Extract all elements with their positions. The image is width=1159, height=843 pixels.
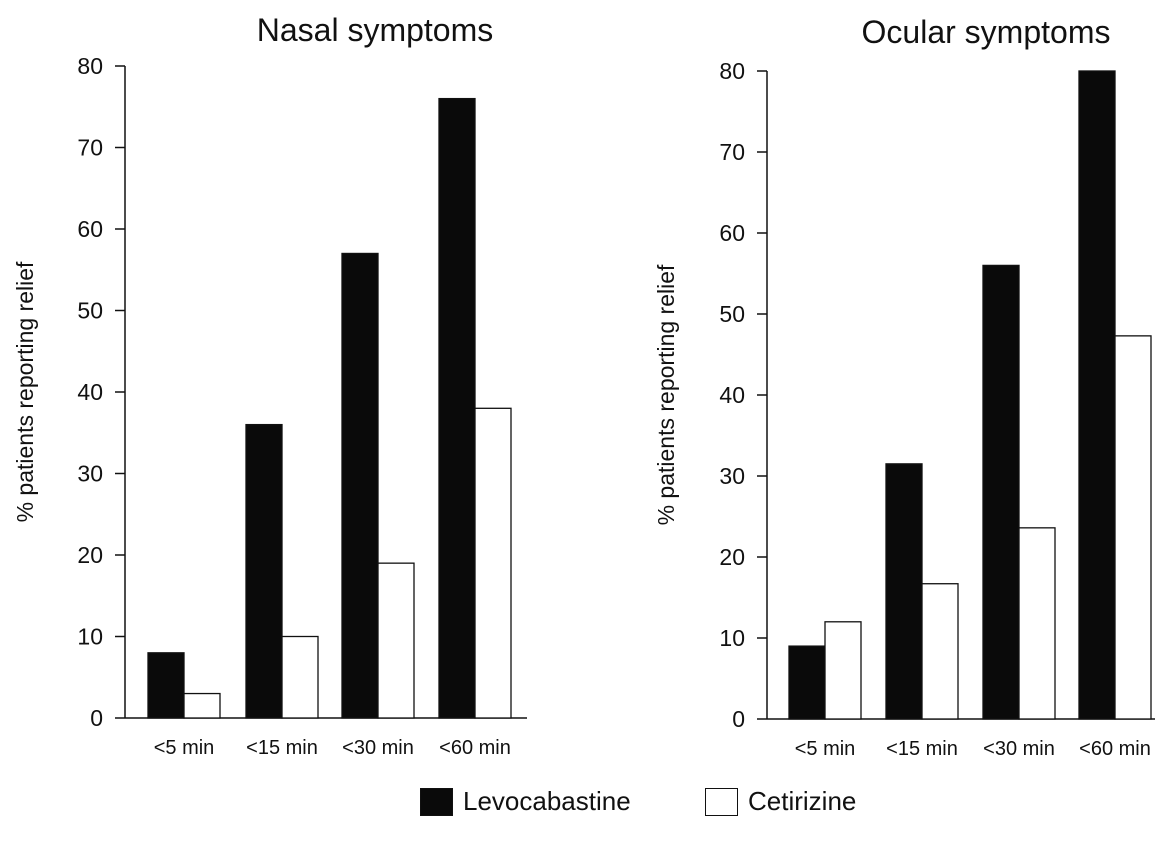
chart2-x-tick-label: <15 min — [886, 738, 958, 760]
chart2-y-tick-label: 0 — [732, 706, 745, 732]
chart2-bar-cetirizine — [824, 621, 862, 720]
chart1-bar-levocabastine — [341, 252, 379, 719]
chart1-bar-cetirizine — [183, 692, 221, 719]
chart1-bar-levocabastine — [147, 652, 185, 719]
legend-label-cetirizine: Cetirizine — [748, 786, 857, 816]
chart1-y-tick-label: 0 — [90, 705, 103, 731]
chart2-bar-levocabastine — [788, 645, 826, 720]
chart2-y-tick-label: 40 — [719, 382, 745, 408]
chart1-y-tick-label: 50 — [77, 298, 103, 324]
chart1-y-tick-label: 70 — [77, 135, 103, 161]
chart2-bar-levocabastine — [1078, 70, 1116, 720]
chart2-x-tick-label: <60 min — [1079, 738, 1151, 760]
legend: Levocabastine Cetirizine — [0, 786, 1159, 826]
figure: Nasal symptoms % patients reporting relie… — [12, 12, 1155, 760]
chart2-y-axis-label: % patients reporting relief — [653, 264, 679, 525]
chart2-y-tick-label: 60 — [719, 220, 745, 246]
chart1-y-tick-label: 10 — [77, 624, 103, 650]
chart1-x-tick-label: <5 min — [154, 737, 215, 759]
chart2-y-tick-label: 30 — [719, 463, 745, 489]
chart1-x-tick-label: <60 min — [439, 737, 511, 759]
chart2-bar-levocabastine — [982, 264, 1020, 720]
legend-item-levocabastine: Levocabastine — [420, 786, 631, 817]
chart1-y-tick-label: 60 — [77, 216, 103, 242]
chart1-y-tick-label: 40 — [77, 379, 103, 405]
chart2-bar-cetirizine — [921, 583, 959, 720]
chart2-x-tick-label: <5 min — [795, 738, 856, 760]
chart2-y-tick-label: 80 — [719, 58, 745, 84]
chart2-bar-cetirizine — [1114, 335, 1152, 720]
chart1-x-tick-label: <30 min — [342, 737, 414, 759]
chart2-bar-cetirizine — [1018, 527, 1056, 720]
chart1-title: Nasal symptoms — [257, 12, 494, 48]
legend-item-cetirizine: Cetirizine — [705, 786, 856, 817]
chart2-y-tick-label: 20 — [719, 544, 745, 570]
chart2-title: Ocular symptoms — [862, 14, 1111, 50]
chart2-y-tick-label: 70 — [719, 139, 745, 165]
chart1-y-axis-label: % patients reporting relief — [12, 261, 38, 522]
legend-label-levocabastine: Levocabastine — [463, 786, 631, 816]
chart1-y-tick-label: 30 — [77, 461, 103, 487]
chart2-bar-levocabastine — [885, 463, 923, 720]
chart1-x-tick-label: <15 min — [246, 737, 318, 759]
chart1-bar-levocabastine — [245, 423, 283, 719]
chart2-y-tick-label: 50 — [719, 301, 745, 327]
chart1-y-tick-label: 20 — [77, 542, 103, 568]
chart1-bar-levocabastine — [438, 97, 476, 719]
legend-swatch-cetirizine — [705, 787, 738, 816]
legend-swatch-levocabastine — [420, 787, 453, 816]
chart2-x-tick-label: <30 min — [983, 738, 1055, 760]
chart1-y-tick-label: 80 — [77, 53, 103, 79]
chart1-bar-cetirizine — [474, 407, 512, 719]
chart2-y-tick-label: 10 — [719, 625, 745, 651]
chart1-bar-cetirizine — [281, 635, 319, 719]
chart1-bar-cetirizine — [377, 562, 415, 719]
